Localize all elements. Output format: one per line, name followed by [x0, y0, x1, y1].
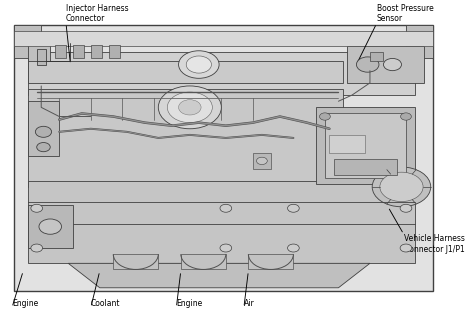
Bar — [27, 205, 73, 248]
Bar — [73, 45, 84, 58]
Bar — [109, 45, 120, 58]
Circle shape — [31, 244, 43, 252]
Circle shape — [383, 58, 401, 71]
Bar — [347, 46, 424, 83]
Polygon shape — [68, 263, 370, 288]
Circle shape — [167, 92, 212, 123]
Bar — [334, 159, 397, 175]
Bar — [406, 25, 433, 58]
Circle shape — [158, 86, 221, 129]
Bar — [91, 45, 102, 58]
Bar — [14, 31, 433, 46]
Text: Boost Pressure
Sensor: Boost Pressure Sensor — [377, 3, 433, 23]
Circle shape — [288, 204, 299, 212]
Bar — [55, 45, 66, 58]
Circle shape — [186, 56, 211, 73]
Circle shape — [220, 204, 232, 212]
Bar — [27, 89, 343, 187]
Circle shape — [401, 113, 411, 120]
Bar — [14, 25, 41, 58]
Bar — [181, 254, 226, 270]
Bar — [370, 52, 383, 62]
Circle shape — [256, 157, 267, 165]
Bar — [253, 153, 271, 168]
Bar — [27, 181, 415, 263]
Bar — [27, 101, 59, 156]
Bar — [316, 107, 415, 184]
Text: Engine: Engine — [176, 299, 202, 308]
Bar — [329, 135, 365, 153]
Circle shape — [380, 172, 423, 202]
Circle shape — [400, 244, 412, 252]
Text: Vehicle Harness
Connector J1/P1: Vehicle Harness Connector J1/P1 — [404, 234, 465, 254]
Bar — [14, 25, 433, 291]
Text: Injector Harness
Connector: Injector Harness Connector — [66, 3, 128, 23]
Circle shape — [319, 113, 330, 120]
Circle shape — [31, 204, 43, 212]
Text: Engine: Engine — [12, 299, 38, 308]
Bar — [113, 254, 158, 270]
Bar — [36, 49, 46, 64]
Bar — [27, 43, 50, 68]
Circle shape — [39, 219, 62, 234]
Bar — [27, 62, 343, 83]
Circle shape — [36, 126, 52, 137]
Circle shape — [288, 244, 299, 252]
Circle shape — [400, 204, 412, 212]
Circle shape — [179, 51, 219, 78]
Circle shape — [220, 244, 232, 252]
Bar — [325, 113, 406, 178]
Circle shape — [36, 143, 50, 152]
Bar — [248, 254, 293, 270]
Bar — [27, 52, 415, 95]
Circle shape — [372, 167, 431, 207]
Circle shape — [356, 57, 379, 72]
Circle shape — [179, 100, 201, 115]
Text: Air: Air — [244, 299, 255, 308]
Text: Coolant: Coolant — [91, 299, 120, 308]
